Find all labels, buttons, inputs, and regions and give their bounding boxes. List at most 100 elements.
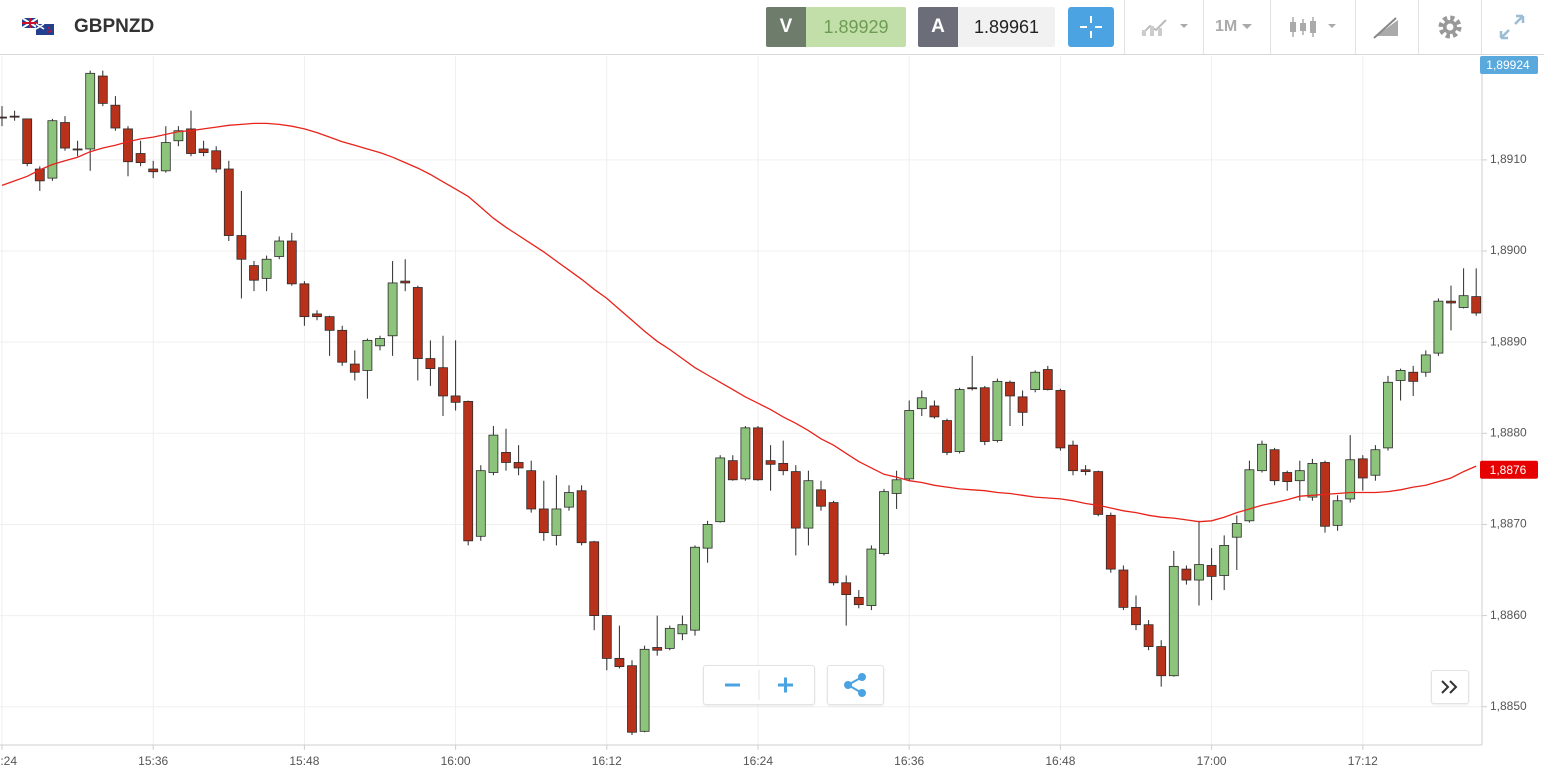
candle-body (753, 427, 763, 481)
candle-body (198, 148, 209, 154)
x-tick-label: 15:48 (289, 754, 319, 768)
candle-body (1168, 565, 1179, 677)
candle-body (1194, 564, 1204, 581)
candle-body (286, 240, 297, 285)
candle-body (614, 658, 625, 668)
sell-button[interactable]: V (766, 7, 806, 47)
scroll-end-button[interactable] (1431, 670, 1469, 704)
candle-body (967, 387, 978, 390)
y-tick-label: 1,8900 (1490, 243, 1527, 257)
candle-body (22, 118, 33, 164)
candle-body (879, 491, 889, 555)
x-tick-label: 16:36 (894, 754, 924, 768)
candle-body (1408, 371, 1419, 382)
candle-body (1257, 443, 1267, 472)
x-tick-label: 17:00 (1197, 754, 1227, 768)
candle-body (1231, 523, 1242, 538)
candle-body (1017, 396, 1028, 413)
fullscreen-button[interactable] (1494, 7, 1530, 47)
candle-body (841, 582, 852, 596)
candle-body (992, 380, 1003, 442)
x-tick-label: 17:12 (1348, 754, 1378, 768)
price-tag (1480, 460, 1538, 479)
candle-body (186, 128, 196, 154)
candle-body (904, 410, 915, 480)
candle-body (400, 280, 411, 284)
sell-price[interactable]: 1.89929 (806, 7, 906, 47)
candle-body (387, 282, 398, 337)
chart-type-button[interactable] (1136, 7, 1194, 47)
symbol: GBPNZD (74, 16, 155, 37)
x-tick-label: 16:48 (1045, 754, 1075, 768)
candle-body (778, 462, 789, 472)
candle-style-button[interactable] (1284, 7, 1344, 47)
share-button[interactable] (827, 665, 884, 705)
candle-body (1005, 381, 1015, 397)
candle-body (236, 235, 247, 260)
y-tick-label: 1,8880 (1490, 425, 1527, 439)
candle-body (1332, 500, 1343, 526)
candle-body (853, 596, 864, 606)
candle-body (601, 615, 612, 659)
candle-body (1156, 646, 1167, 677)
y-tick-label: 1,8850 (1490, 699, 1527, 713)
candle-body (299, 283, 310, 318)
timeframe[interactable]: 1M (1215, 18, 1238, 35)
candle-body (1395, 370, 1406, 381)
candle-body (1093, 471, 1104, 515)
candle-body (1282, 472, 1293, 483)
price-tag (1480, 56, 1538, 74)
price-tag-label: 1,89924 (1486, 58, 1530, 72)
candle-body (312, 313, 322, 318)
candle-body (715, 457, 726, 523)
candle-body (1471, 296, 1482, 314)
candle-body (639, 648, 650, 732)
candle-body (261, 258, 272, 279)
candle-body (501, 452, 511, 463)
candle-body (173, 130, 184, 142)
candle-body (123, 128, 133, 163)
zoom-controls (703, 665, 815, 705)
buy-button[interactable]: A (918, 7, 958, 47)
flag-icon (22, 18, 54, 35)
candle-body (828, 502, 839, 584)
x-tick-label: 15:36 (138, 754, 168, 768)
candle-body (249, 265, 259, 281)
candle-body (1370, 449, 1381, 476)
candle-body (954, 389, 965, 452)
candle-body (375, 338, 385, 347)
candle-body (97, 75, 108, 104)
candle-body (979, 387, 990, 442)
candle-body (0, 116, 7, 119)
candle-body (1244, 469, 1255, 522)
candle-body (1345, 459, 1356, 500)
candle-body (1080, 469, 1091, 472)
settings-button[interactable] (1433, 7, 1467, 47)
candle-body (412, 287, 423, 359)
candle-body (652, 647, 663, 651)
x-tick-label: 16:00 (441, 754, 471, 768)
candle-body (816, 489, 826, 507)
candle-body (34, 168, 45, 182)
timeframe-button[interactable]: 1M (1215, 7, 1255, 47)
candle-body (677, 624, 688, 635)
candle-body (790, 471, 801, 529)
candle-body (513, 462, 524, 469)
candle-body (551, 508, 562, 536)
candle-body (526, 470, 537, 510)
candle-body (211, 150, 222, 170)
buy-price[interactable]: 1.89961 (958, 7, 1055, 47)
x-tick-label: 15:24 (0, 754, 17, 768)
drawing-button[interactable] (1370, 7, 1404, 47)
candle-body (1446, 300, 1456, 304)
candle-body (475, 470, 486, 537)
axes: 1,8850 1,8860 1,8870 1,8880 1,8890 1,8900 1,89… (0, 56, 1538, 768)
candle-body (1420, 354, 1431, 373)
candle-body (425, 358, 436, 370)
x-tick-label: 16:24 (743, 754, 773, 768)
candle-body (110, 104, 121, 129)
candle-body (362, 339, 373, 371)
crosshair-button[interactable] (1068, 7, 1114, 47)
